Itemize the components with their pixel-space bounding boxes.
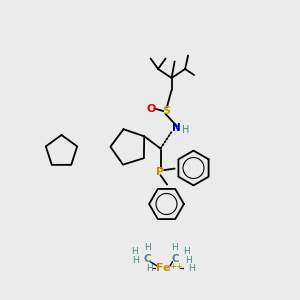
Text: C: C (143, 254, 151, 264)
Text: O: O (147, 103, 156, 114)
Text: H: H (172, 243, 178, 252)
Text: Fe: Fe (156, 262, 171, 273)
Text: ++: ++ (169, 262, 183, 271)
Text: C: C (172, 254, 179, 264)
Text: S: S (162, 106, 170, 116)
Text: H: H (132, 256, 139, 265)
Text: H: H (144, 243, 151, 252)
Text: H: H (146, 264, 152, 273)
Text: H: H (131, 248, 138, 256)
Text: P: P (156, 167, 165, 177)
Text: H: H (184, 248, 190, 256)
Text: H: H (185, 256, 191, 265)
Text: H: H (188, 264, 194, 273)
Text: H: H (182, 124, 190, 135)
Text: N: N (172, 123, 181, 134)
